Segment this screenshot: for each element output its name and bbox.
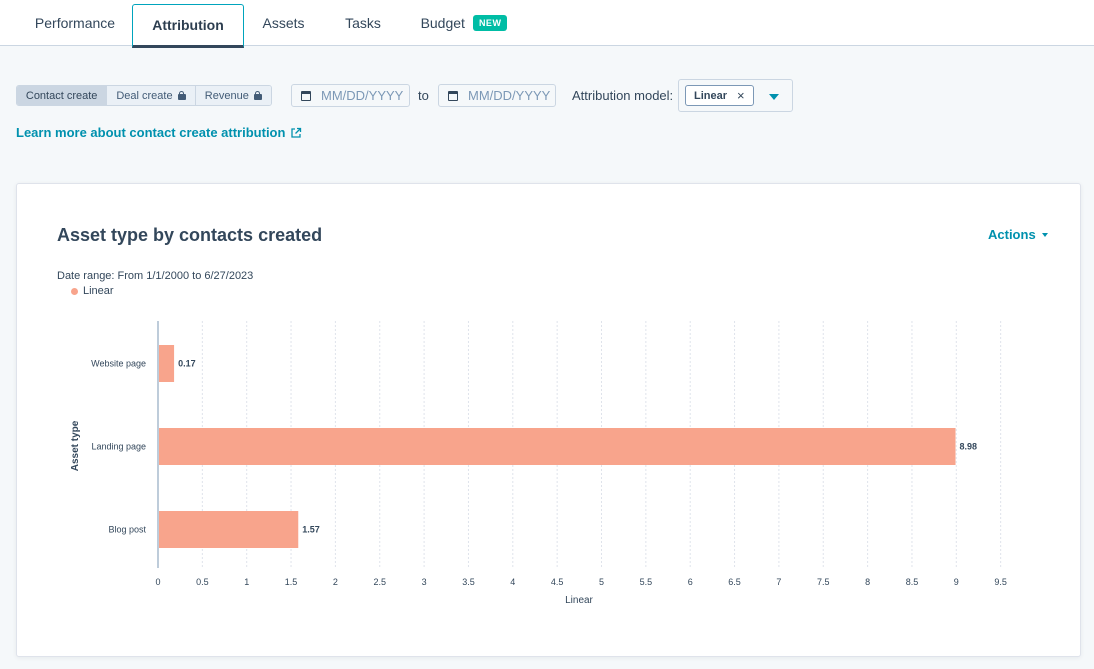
x-tick-label: 2 (333, 577, 338, 587)
caret-down-icon (1041, 232, 1048, 237)
tab-assets-label: Assets (262, 15, 305, 31)
x-tick-label: 5 (599, 577, 604, 587)
chart-title: Asset type by contacts created (57, 225, 323, 245)
date-to-field[interactable]: MM/DD/YYYY (438, 84, 556, 107)
date-to-separator: to (418, 88, 429, 103)
x-tick-label: 7 (776, 577, 781, 587)
x-tick-label: 9.5 (994, 577, 1007, 587)
tab-tasks[interactable]: Tasks (330, 0, 396, 46)
x-tick-label: 4 (510, 577, 515, 587)
x-tick-label: 5.5 (640, 577, 653, 587)
x-tick-label: 2.5 (373, 577, 386, 587)
attribution-type-toggle: Contact create Deal create Revenue (16, 85, 272, 106)
category-label: Website page (91, 359, 146, 369)
contact-create-button[interactable]: Contact create (17, 86, 108, 105)
calendar-icon (301, 90, 311, 101)
chart-legend: Linear (71, 285, 114, 297)
x-tick-label: 0 (155, 577, 160, 587)
tab-tasks-label: Tasks (345, 15, 381, 31)
tab-performance[interactable]: Performance (18, 0, 132, 46)
x-tick-label: 6.5 (728, 577, 741, 587)
x-axis-label: Linear (565, 595, 593, 606)
bar-chart: 0 0.5 1 1.5 2 2.5 3 3.5 4 4.5 5 5.5 6 6.5 7 7.5 8 8.5 9 9.5… (70, 321, 1007, 606)
actions-label: Actions (988, 227, 1036, 242)
x-tick-label: 8.5 (906, 577, 919, 587)
tab-bar: Performance Attribution Assets Tasks Bud… (0, 0, 1094, 48)
y-axis-label: Asset type (70, 420, 81, 471)
x-tick-label: 1.5 (285, 577, 298, 587)
x-tick-label: 7.5 (817, 577, 830, 587)
external-link-icon (291, 127, 302, 138)
bar (159, 345, 175, 382)
date-from-placeholder: MM/DD/YYYY (321, 88, 404, 103)
bar (159, 511, 299, 548)
x-tick-label: 6 (688, 577, 693, 587)
tab-budget-label: Budget (420, 15, 465, 31)
close-icon[interactable]: × (737, 88, 745, 103)
model-chip: Linear × (685, 85, 754, 106)
contact-create-label: Contact create (25, 89, 98, 102)
revenue-label: Revenue (204, 89, 249, 102)
calendar-icon (448, 90, 458, 101)
tab-assets[interactable]: Assets (250, 0, 317, 46)
data-label: 0.17 (178, 359, 196, 369)
attribution-model-label: Attribution model: (572, 88, 674, 103)
data-label: 8.98 (960, 442, 978, 452)
x-tick-label: 1 (244, 577, 249, 587)
revenue-button[interactable]: Revenue (195, 86, 271, 105)
category-label: Blog post (108, 525, 146, 535)
x-tick-label: 9 (954, 577, 959, 587)
tab-attribution-label: Attribution (152, 17, 224, 33)
deal-create-button[interactable]: Deal create (107, 86, 196, 105)
learn-more-label: Learn more about contact create attribut… (16, 125, 286, 140)
learn-more-link[interactable]: Learn more about contact create attribut… (16, 125, 302, 140)
attribution-model-select[interactable]: Linear × (678, 79, 793, 112)
tab-attribution[interactable]: Attribution (132, 4, 244, 48)
actions-dropdown[interactable]: Actions (988, 227, 1048, 242)
date-to-placeholder: MM/DD/YYYY (468, 88, 551, 103)
date-from-field[interactable]: MM/DD/YYYY (291, 84, 410, 107)
legend-swatch (71, 287, 78, 295)
chart-card: Asset type by contacts created Actions D… (16, 183, 1081, 657)
x-tick-label: 0.5 (196, 577, 209, 587)
new-badge: NEW (472, 15, 508, 31)
x-tick-label: 8 (865, 577, 870, 587)
x-tick-label: 4.5 (551, 577, 564, 587)
date-range-text: Date range: From 1/1/2000 to 6/27/2023 (57, 270, 254, 282)
legend-label: Linear (83, 285, 114, 297)
bar (159, 428, 956, 465)
category-label: Landing page (91, 442, 146, 452)
model-chip-label: Linear (694, 89, 728, 102)
x-tick-label: 3.5 (462, 577, 475, 587)
tab-budget[interactable]: Budget NEW (414, 0, 514, 46)
deal-create-label: Deal create (116, 89, 173, 102)
x-tick-label: 3 (422, 577, 427, 587)
chevron-down-icon[interactable] (769, 94, 779, 100)
tab-performance-label: Performance (34, 15, 116, 31)
data-label: 1.57 (302, 525, 320, 535)
lock-icon (177, 91, 186, 100)
lock-icon (253, 91, 262, 100)
